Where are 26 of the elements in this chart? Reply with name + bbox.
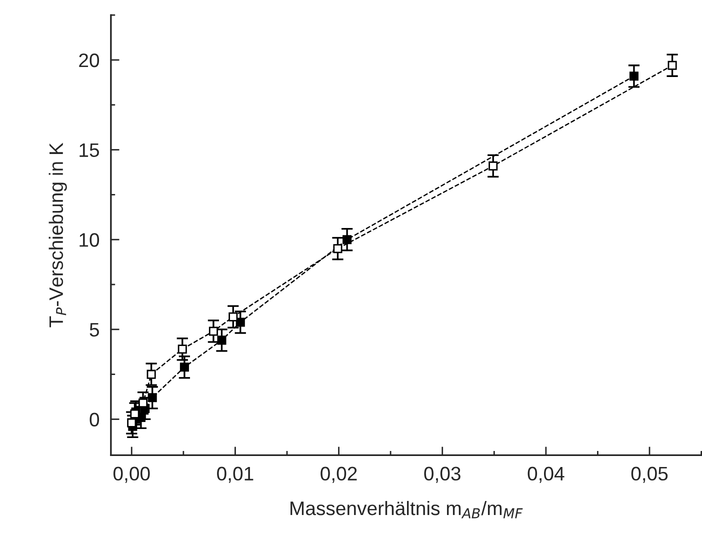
point [208, 326, 218, 336]
point [148, 393, 157, 402]
point [178, 344, 187, 354]
point [668, 60, 677, 70]
point [146, 370, 156, 379]
point [236, 318, 245, 327]
y-tick-label: 10 [80, 233, 100, 247]
point [180, 362, 189, 372]
y-tick-label: 5 [90, 323, 99, 337]
point [217, 336, 226, 345]
point [333, 244, 342, 254]
point [488, 161, 498, 170]
x-tick-label: 0,05 [631, 466, 668, 483]
x-tick-label: 0,00 [113, 466, 150, 483]
x-tick-label: 0,03 [424, 466, 460, 483]
x-tick-label: 0,04 [528, 466, 564, 483]
x-axis-title: Massenverhältnis m$_{AB}$/m$_{MF}$ [290, 500, 523, 518]
y-tick-label: 20 [79, 53, 100, 68]
y-axis-title: T$_{P}$-Verschiebung in K [48, 142, 67, 328]
x-tick-label: 0,02 [320, 466, 357, 483]
y-tick-label: 15 [80, 143, 99, 158]
point [342, 235, 352, 244]
y-tick-label: 0 [90, 412, 100, 426]
x-tick-label: 0,01 [217, 466, 254, 483]
point [228, 312, 238, 322]
point [629, 72, 638, 81]
